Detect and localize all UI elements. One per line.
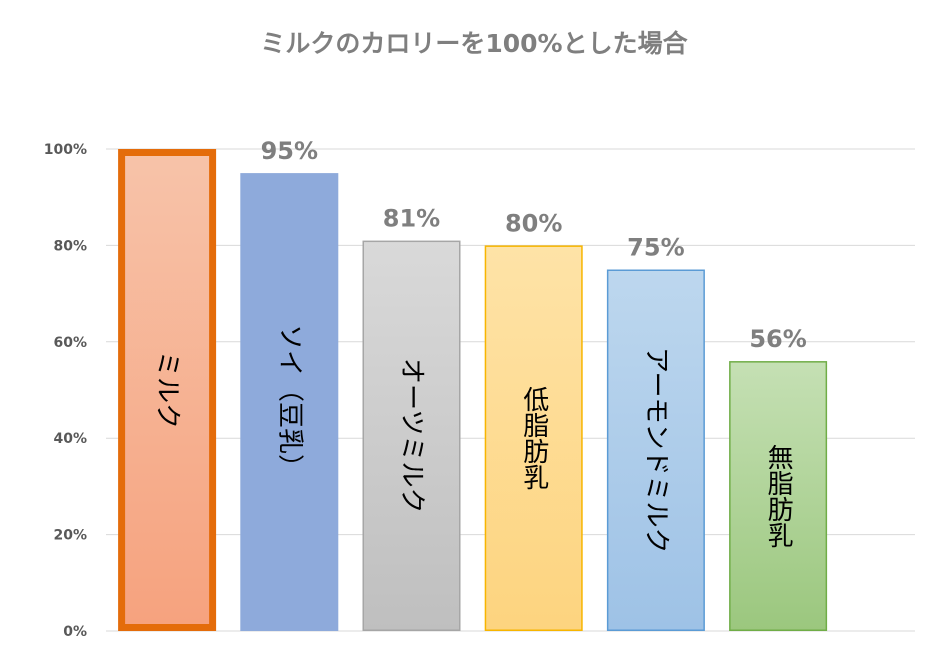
y-axis: 0% 20% 40% 60% 80% 100% (44, 142, 87, 640)
category-label: ソイ（豆乳） (274, 324, 304, 480)
y-tick-label: 100% (44, 142, 87, 158)
chart-title: ミルクのカロリーを100%とした場合 (260, 29, 688, 58)
y-tick-label: 20% (53, 528, 87, 544)
category-label: 低脂肪乳 (519, 386, 549, 490)
data-label: 95% (261, 137, 318, 165)
y-tick-label: 40% (53, 431, 87, 447)
bar (118, 149, 217, 631)
bar (606, 269, 705, 631)
bar (240, 173, 339, 631)
bar (362, 240, 461, 632)
category-label: ミルク (152, 351, 182, 429)
bar (484, 245, 583, 631)
y-tick-label: 60% (53, 335, 87, 351)
bar (729, 361, 828, 631)
category-label: オーツミルク (397, 358, 427, 513)
data-label: 75% (627, 234, 684, 262)
y-tick-label: 80% (53, 238, 87, 254)
data-label: 81% (383, 205, 440, 233)
category-label: アーモンドミルク (641, 347, 671, 553)
y-tick-label: 0% (63, 624, 87, 640)
data-labels: ミルク 95% ソイ（豆乳） 81% オーツミルク 80% 低脂肪乳 75% アーモンドミルク 5… (152, 137, 807, 553)
category-label: 無脂肪乳 (763, 444, 793, 548)
bars (118, 149, 828, 632)
data-label: 56% (749, 325, 806, 353)
data-label: 80% (505, 209, 562, 237)
